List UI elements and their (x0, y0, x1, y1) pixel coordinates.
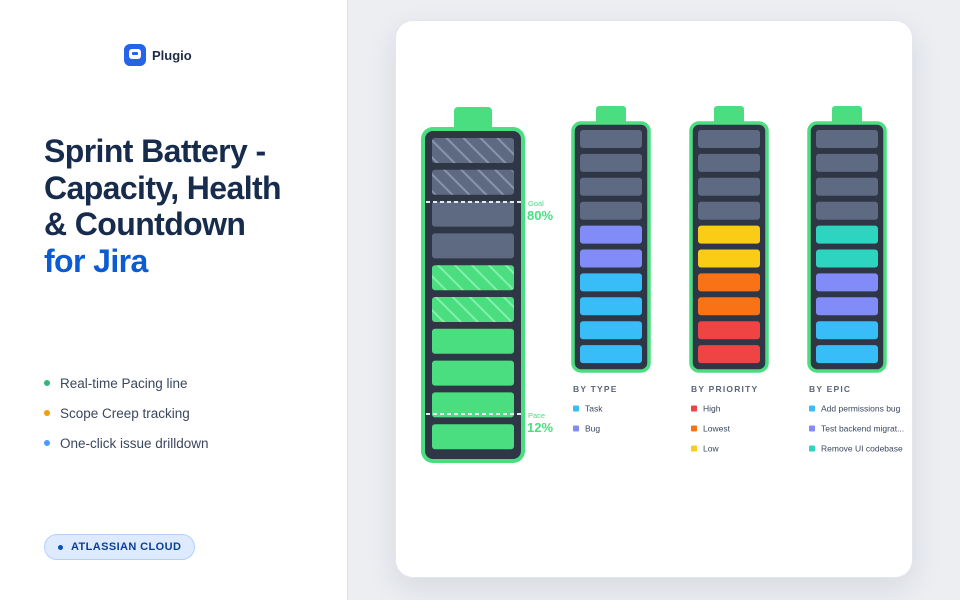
feature-label: Scope Creep tracking (60, 405, 190, 421)
battery-cell[interactable] (816, 130, 878, 148)
legend-swatch-icon (809, 445, 815, 452)
legend-swatch-icon (809, 405, 815, 412)
legend-swatch-icon (691, 425, 697, 432)
battery-cell[interactable] (580, 225, 642, 244)
battery-cell[interactable] (698, 153, 760, 172)
plugio-logo-icon (124, 44, 146, 66)
badge-label: ATLASSIAN CLOUD (71, 541, 182, 553)
battery-cell[interactable] (432, 169, 514, 195)
battery-cell[interactable] (816, 153, 878, 172)
breakdown-battery[interactable]: BY EPIC Add permissions bug Test backend m… (807, 106, 904, 454)
battery-cap (714, 106, 744, 126)
pace-value: 12% (527, 420, 553, 435)
legend-item[interactable]: Remove UI codebase (821, 444, 903, 454)
battery-cell[interactable] (580, 249, 642, 268)
battery-cell[interactable] (698, 177, 760, 196)
feature-label: Real-time Pacing line (60, 375, 188, 391)
legend-swatch-icon (691, 405, 697, 412)
battery-cell[interactable] (698, 225, 760, 244)
battery-cap (832, 106, 862, 126)
feature-label: One-click issue drilldown (60, 435, 209, 451)
goal-label: Goal (528, 199, 544, 208)
battery-cell[interactable] (816, 249, 878, 268)
legend-item[interactable]: Lowest (703, 424, 731, 434)
legend-item[interactable]: Bug (585, 424, 600, 434)
breakdown-title: BY TYPE (573, 384, 618, 394)
breakdown-battery[interactable]: BY PRIORITY High Lowest Low (689, 106, 769, 454)
legend-swatch-icon (573, 425, 579, 432)
bullet-dot-icon (44, 440, 50, 446)
battery-cell[interactable] (816, 201, 878, 220)
battery-cell[interactable] (816, 345, 878, 364)
battery-cell[interactable] (580, 201, 642, 220)
battery-cell[interactable] (698, 130, 760, 148)
battery-cap (596, 106, 626, 126)
battery-cell[interactable] (698, 321, 760, 340)
battery-cell[interactable] (432, 328, 514, 354)
battery-cell[interactable] (432, 138, 514, 163)
title-line-2: Capacity, Health (44, 169, 282, 206)
goal-value: 80% (527, 208, 553, 223)
title-line-3: & Countdown (44, 206, 246, 242)
bullet-dot-icon (44, 410, 50, 416)
badge-dot-icon (58, 544, 63, 550)
battery-cell[interactable] (432, 297, 514, 322)
battery-cell[interactable] (816, 177, 878, 196)
battery-cell[interactable] (580, 345, 642, 364)
battery-cell[interactable] (698, 201, 760, 220)
brand-name: Plugio (152, 47, 192, 63)
title-accent: for Jira (44, 242, 148, 279)
battery-cell[interactable] (816, 297, 878, 316)
breakdown-title: BY EPIC (809, 384, 851, 394)
battery-cell[interactable] (580, 177, 642, 196)
battery-card: Goal 80% Pace 12% BY TYPE Task Bug BY PRIORITY… (395, 20, 913, 578)
legend-item[interactable]: High (703, 404, 721, 414)
legend-swatch-icon (573, 405, 579, 412)
battery-cell[interactable] (580, 153, 642, 172)
battery-cell[interactable] (432, 360, 514, 386)
feature-list: Real-time Pacing line Scope Creep tracki… (44, 368, 209, 458)
battery-cell[interactable] (816, 225, 878, 244)
battery-cell[interactable] (432, 392, 514, 418)
feature-item: Scope Creep tracking (44, 398, 209, 428)
bullet-dot-icon (44, 380, 50, 386)
feature-item: One-click issue drilldown (44, 428, 209, 458)
brand[interactable]: Plugio (124, 44, 192, 66)
battery-cell[interactable] (432, 265, 514, 291)
battery-cell[interactable] (698, 273, 760, 292)
legend-item[interactable]: Task (585, 404, 603, 414)
battery-cap (454, 107, 492, 131)
battery-cell[interactable] (580, 273, 642, 292)
battery-cell[interactable] (698, 345, 760, 364)
breakdown-title: BY PRIORITY (691, 384, 758, 394)
page-title: Sprint Battery - Capacity, Health & Coun… (44, 133, 334, 279)
breakdown-battery[interactable]: BY TYPE Task Bug (571, 106, 651, 434)
battery-cell[interactable] (580, 297, 642, 316)
atlassian-cloud-badge: ATLASSIAN CLOUD (44, 534, 196, 560)
battery-cell[interactable] (432, 424, 514, 450)
legend-item[interactable]: Add permissions bug (821, 404, 901, 414)
title-line-1: Sprint Battery - (44, 133, 266, 169)
legend-swatch-icon (809, 425, 815, 432)
battery-cell[interactable] (432, 233, 514, 259)
battery-cell[interactable] (698, 297, 760, 316)
battery-cell[interactable] (698, 249, 760, 268)
legend-item[interactable]: Low (703, 444, 719, 454)
pace-label: Pace (528, 411, 545, 420)
battery-cell[interactable] (816, 273, 878, 292)
legend-item[interactable]: Test backend migrat... (821, 424, 904, 434)
battery-cell[interactable] (580, 130, 642, 148)
feature-item: Real-time Pacing line (44, 368, 209, 398)
battery-cell[interactable] (432, 201, 514, 227)
left-panel: Plugio Sprint Battery - Capacity, Health… (0, 0, 348, 600)
legend-swatch-icon (691, 445, 697, 452)
battery-cell[interactable] (816, 321, 878, 340)
battery-cell[interactable] (580, 321, 642, 340)
